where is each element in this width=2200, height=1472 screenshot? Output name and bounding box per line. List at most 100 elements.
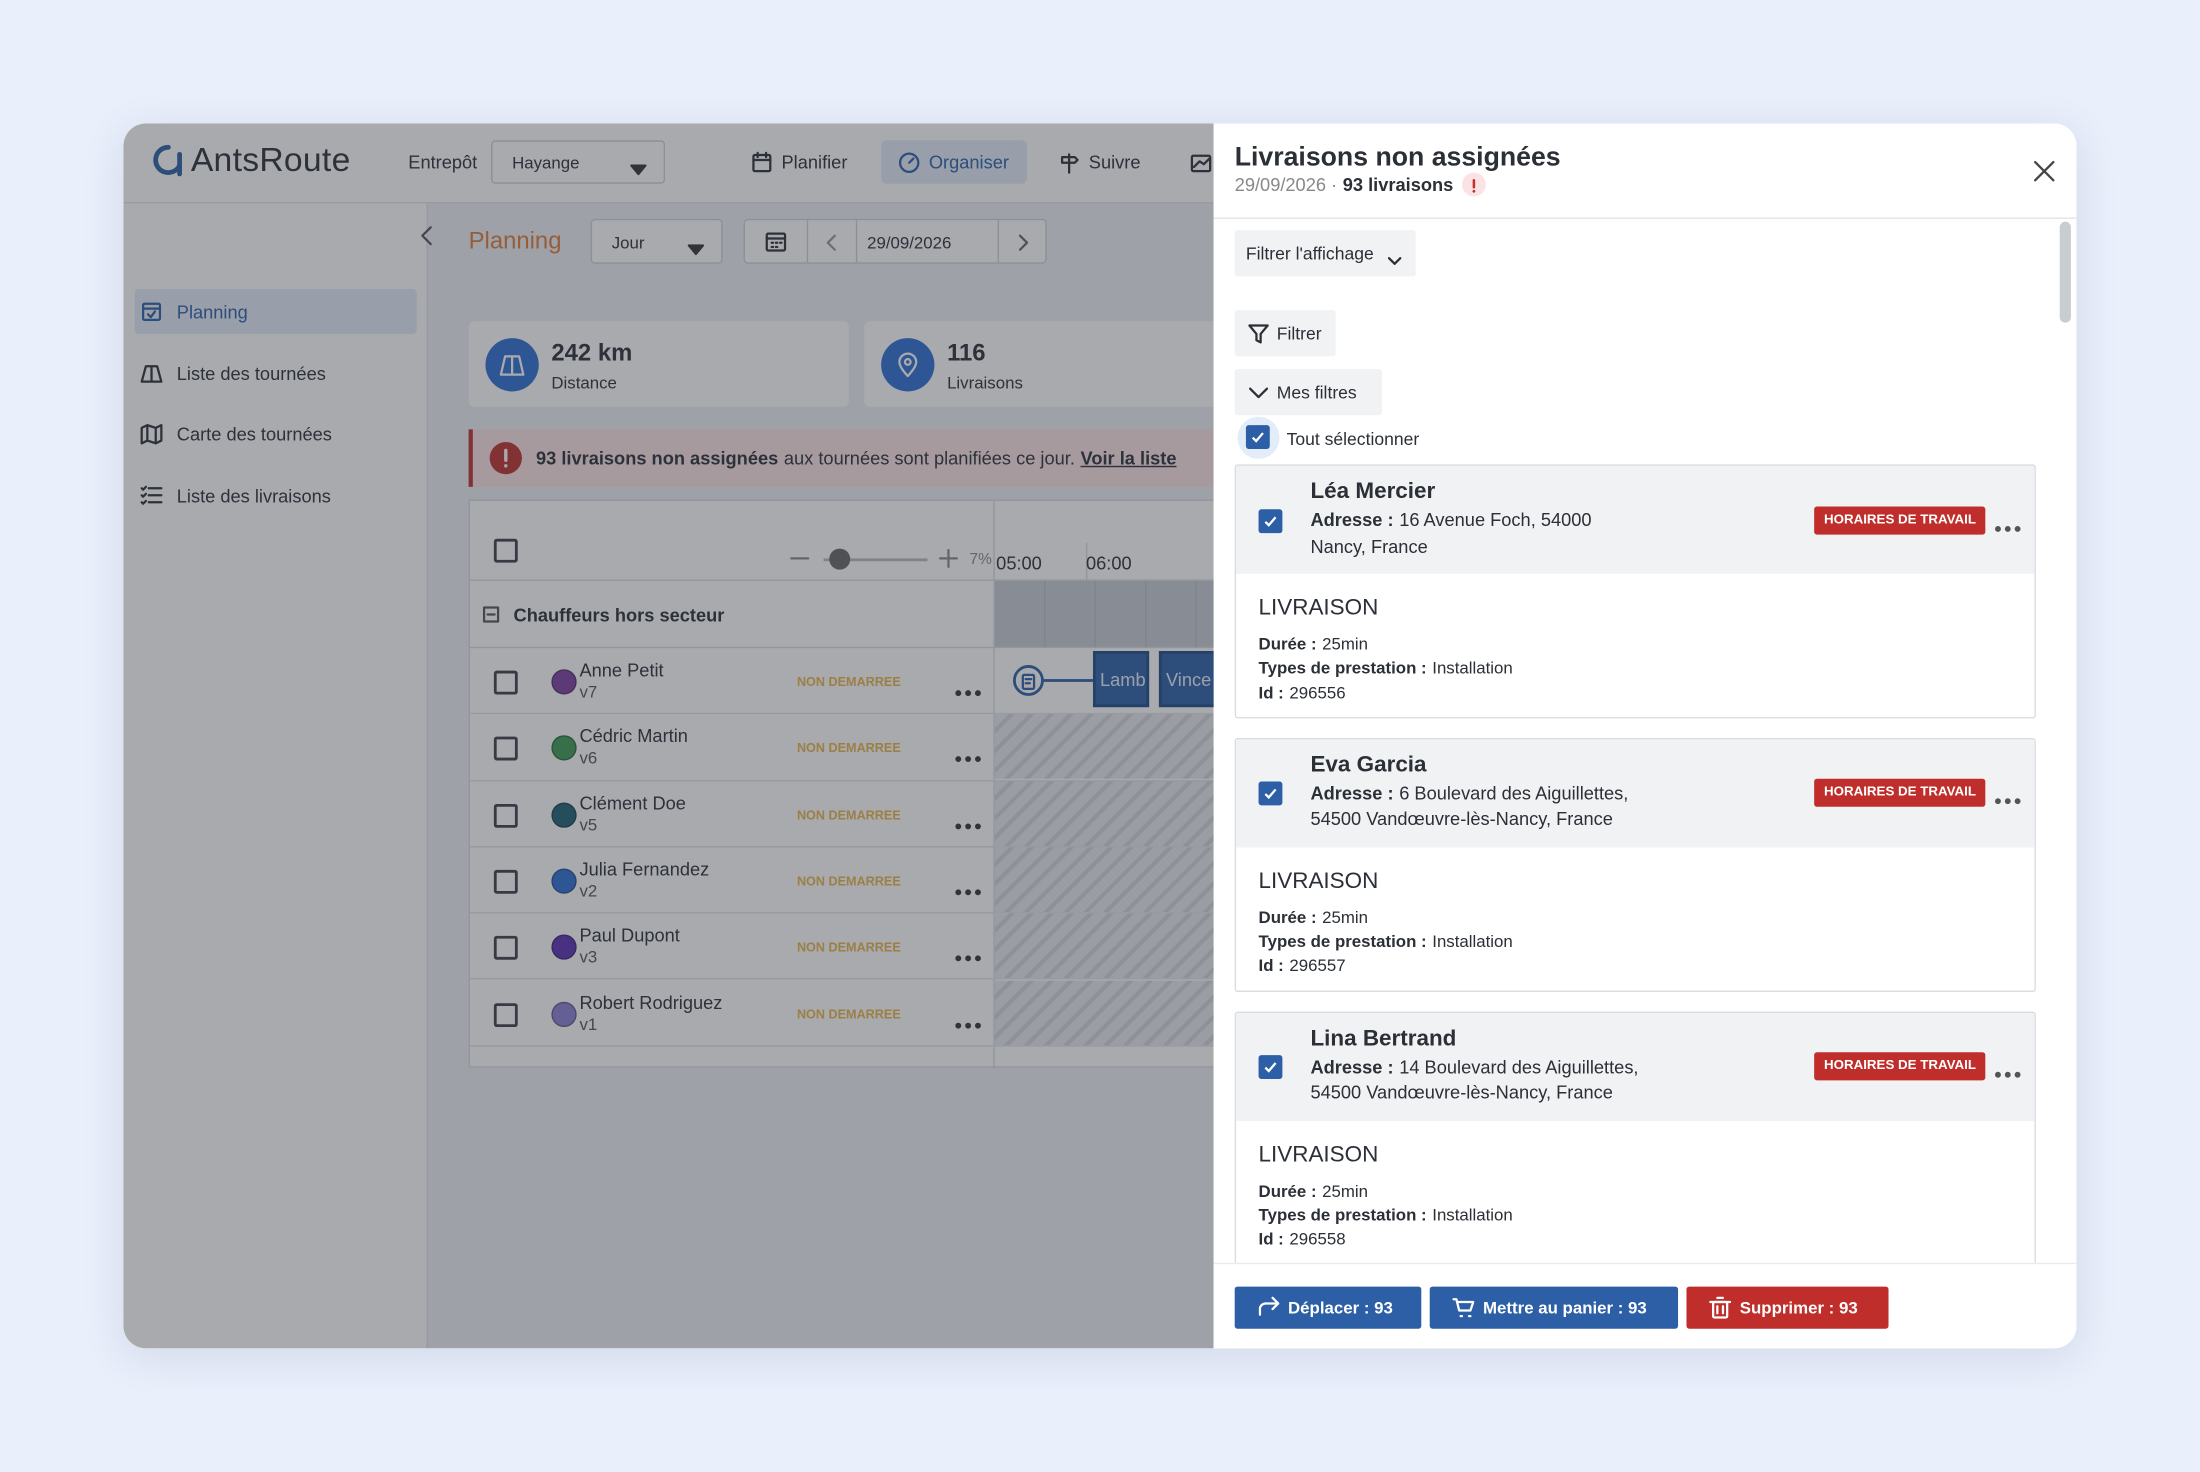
filter-button[interactable]: Filtrer (1234, 310, 1336, 357)
checkbox[interactable] (493, 936, 518, 960)
icon-part (140, 424, 163, 446)
driver-name: Clément Doe (579, 792, 686, 814)
icon-part (1264, 1062, 1277, 1074)
sidebar-label: Carte des tournées (176, 424, 332, 446)
icon-part (140, 424, 163, 446)
sidebar-item[interactable]: Liste des tournées (135, 350, 417, 395)
timeline-cell (994, 913, 1256, 979)
alert-bold: 93 livraisons non assignées (535, 447, 779, 469)
panel-title: Livraisons non assignées (1234, 143, 1561, 173)
icon-part (1452, 1298, 1475, 1318)
view: Jour (611, 232, 645, 253)
filter-label: Mes filtres (1276, 383, 1357, 403)
checkbox[interactable] (493, 869, 518, 894)
sidebar: Planning Liste des tournées Carte des tour… (123, 203, 428, 1349)
card-header: Eva Garcia Adresse :6 Boulevard des Aigui… (1236, 739, 2035, 848)
icon-part (974, 955, 981, 962)
timeline-cell (994, 714, 1256, 780)
button-icon (1709, 1296, 1732, 1325)
icon-part (2014, 798, 2021, 805)
my-filters-button[interactable]: Mes filtres (1234, 369, 1383, 416)
field-value: 296558 (1289, 1229, 1346, 1250)
icon-part (153, 144, 182, 175)
checkbox[interactable] (493, 1002, 518, 1027)
action-button[interactable]: Mettre au panier : 93 (1429, 1286, 1679, 1329)
field-label: Types de prestation : (1258, 931, 1427, 952)
icon-part (1060, 153, 1079, 174)
sidebar-item[interactable]: Planning (135, 289, 417, 334)
sidebar-icon (140, 423, 163, 452)
stat-value: 242 km (551, 339, 633, 367)
panel-count: 93 livraisons (1342, 173, 1454, 196)
group-row (470, 579, 1256, 649)
collapse-group (482, 605, 500, 630)
nav-label: Planifier (781, 151, 848, 173)
icon-part (1192, 157, 1211, 169)
driver-row (470, 980, 1256, 1047)
button-icon (1257, 1296, 1280, 1325)
sidebar-label: Liste des tournées (176, 362, 326, 384)
icon-part (1387, 257, 1402, 265)
checkbox[interactable] (493, 803, 518, 828)
checkbox[interactable] (493, 737, 518, 761)
timeline-cell (994, 847, 1256, 912)
sidebar-item[interactable]: Carte des tournées (135, 412, 417, 457)
hour-label: 05:00 (996, 552, 1042, 574)
status: NON DEMARREE (796, 1006, 901, 1021)
icon-part (790, 557, 810, 560)
more-menu (1994, 1061, 2022, 1086)
icon-part (1249, 387, 1269, 399)
nav-item[interactable]: Planifier (751, 140, 872, 183)
calendar-button (745, 220, 809, 263)
icon-part (765, 237, 787, 249)
alert-link[interactable]: Voir la liste (1080, 447, 1177, 469)
nav-item[interactable]: Organiser (881, 140, 1028, 184)
checkbox[interactable] (1258, 508, 1283, 533)
date-nav: 29/09/2026 (743, 218, 1047, 264)
action-button[interactable]: Supprimer : 93 (1686, 1286, 1889, 1329)
action-button[interactable]: Déplacer : 93 (1234, 1286, 1422, 1329)
card-body: LIVRAISON Durée :25min Types de prestation… (1236, 847, 2034, 990)
hour-tick (1085, 542, 1088, 580)
sidebar-item[interactable]: Liste des livraisons (135, 473, 417, 518)
field-label: Durée : (1258, 1181, 1317, 1201)
icon-part (765, 232, 787, 252)
warehouse: Hayange (512, 152, 580, 173)
checkbox[interactable] (1258, 782, 1283, 806)
warehouse-select[interactable]: Hayange (491, 140, 666, 184)
icon-part (1190, 154, 1212, 173)
checkbox[interactable] (1258, 1055, 1283, 1080)
zoom-knob[interactable] (829, 548, 851, 570)
checkbox[interactable] (1245, 425, 1270, 449)
next-button (997, 220, 1047, 263)
nav-label: Suivre (1088, 151, 1141, 173)
icon-part (974, 756, 981, 763)
icon-part (955, 1021, 962, 1028)
field-value: 296557 (1289, 956, 1346, 976)
checkbox[interactable] (493, 538, 518, 563)
field-label: Id : (1258, 682, 1284, 703)
icon-part (2004, 525, 2011, 532)
icon-part (955, 1021, 981, 1028)
icon-part (965, 690, 972, 697)
checkbox[interactable] (493, 670, 518, 695)
filter-view-button[interactable]: Filtrer l'affichage (1234, 230, 1416, 277)
modal-overlay[interactable] (123, 123, 1214, 1349)
route-block[interactable]: Lamb (1092, 651, 1150, 708)
logo-icon (152, 143, 186, 186)
icon-part (499, 355, 525, 376)
address: Adresse :16 Avenue Foch, 54000 Nancy, Fr… (1310, 508, 1647, 560)
view-select[interactable]: Jour (590, 218, 723, 264)
detail-field: Durée :25min (1259, 1180, 2035, 1204)
icon-part (1712, 1300, 1729, 1319)
icon-part (421, 226, 432, 246)
icon-part (965, 1021, 972, 1028)
stat-icon (485, 338, 539, 392)
card-body: LIVRAISON Durée :25min Types de prestation… (1236, 1121, 2034, 1263)
icon-part (1995, 525, 2021, 532)
vehicle: v2 (579, 880, 598, 901)
nav-item[interactable]: Suivre (1058, 140, 1179, 183)
icon-part (421, 226, 432, 246)
card-info: Lina Bertrand Adresse :14 Boulevard des A… (1310, 1025, 1647, 1106)
address: Adresse :14 Boulevard des Aiguillettes, … (1310, 1055, 1647, 1107)
